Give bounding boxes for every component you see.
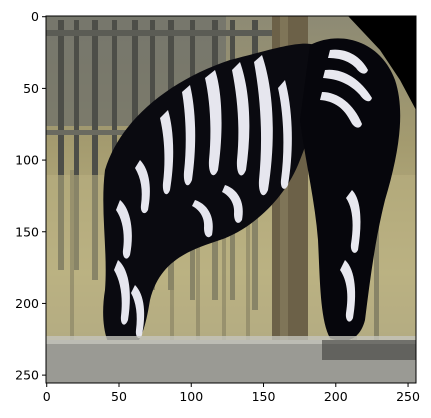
y-tick-label: 0: [31, 9, 39, 24]
y-tick-label: 200: [15, 296, 39, 311]
y-tick-label: 100: [15, 153, 39, 168]
y-tick-label: 250: [15, 368, 39, 383]
y-tick-label: 150: [15, 224, 39, 239]
axes-frame: [45, 15, 417, 384]
fence-rail: [46, 30, 276, 36]
zebra: [103, 38, 401, 355]
fence-rail-lower: [46, 130, 156, 135]
x-tick-label: 150: [252, 389, 276, 404]
zebra-photo: [46, 16, 416, 383]
x-tick-label: 250: [396, 389, 420, 404]
x-tick-label: 0: [43, 389, 51, 404]
dark-corner: [348, 16, 416, 110]
x-axis: 0 50 100 150 200 250: [43, 383, 420, 404]
y-tick-label: 50: [23, 81, 39, 96]
x-tick-label: 200: [324, 389, 348, 404]
x-tick-label: 50: [111, 389, 127, 404]
x-tick-label: 100: [179, 389, 203, 404]
y-axis: 0 50 100 150 200 250: [15, 9, 46, 383]
